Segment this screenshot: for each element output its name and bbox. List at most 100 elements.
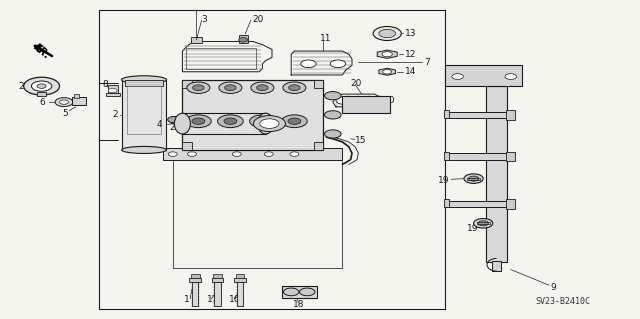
Circle shape: [382, 52, 392, 57]
Circle shape: [282, 115, 307, 128]
Circle shape: [232, 152, 241, 156]
Circle shape: [288, 118, 301, 124]
Circle shape: [452, 74, 463, 79]
Bar: [214, 282, 221, 306]
Bar: [444, 199, 449, 207]
Text: 3: 3: [202, 15, 207, 24]
Circle shape: [250, 115, 275, 128]
Circle shape: [324, 111, 341, 119]
Text: 9: 9: [550, 283, 556, 292]
Text: FR.: FR.: [31, 42, 52, 61]
Bar: [106, 93, 120, 96]
Circle shape: [168, 152, 177, 156]
Circle shape: [505, 74, 516, 79]
Bar: [213, 274, 222, 278]
Bar: [37, 92, 46, 96]
Bar: [445, 112, 509, 118]
Text: 8: 8: [102, 80, 108, 89]
Bar: [486, 86, 507, 262]
Bar: [237, 282, 243, 306]
Bar: [445, 153, 509, 160]
Circle shape: [257, 85, 268, 91]
Circle shape: [300, 288, 315, 296]
Ellipse shape: [122, 146, 166, 153]
Bar: [212, 278, 223, 282]
Bar: [342, 96, 390, 113]
Circle shape: [324, 130, 341, 138]
Bar: [467, 178, 480, 180]
Bar: [506, 110, 515, 120]
Bar: [163, 148, 342, 160]
Bar: [74, 94, 79, 98]
Circle shape: [251, 82, 274, 93]
Circle shape: [290, 152, 299, 156]
Bar: [182, 80, 192, 88]
Text: 23: 23: [229, 124, 241, 133]
Bar: [191, 274, 200, 278]
Bar: [282, 286, 317, 298]
Circle shape: [373, 26, 401, 41]
Circle shape: [60, 100, 68, 104]
Circle shape: [37, 84, 46, 88]
Circle shape: [464, 174, 483, 183]
Polygon shape: [377, 50, 397, 58]
Bar: [186, 48, 256, 69]
Circle shape: [468, 176, 479, 181]
Bar: [234, 278, 246, 282]
Text: 21: 21: [18, 82, 29, 91]
Text: 2: 2: [112, 110, 118, 119]
Text: 5: 5: [62, 109, 68, 118]
Circle shape: [256, 118, 269, 124]
Ellipse shape: [257, 113, 274, 134]
Bar: [506, 199, 515, 209]
Bar: [189, 278, 201, 282]
Text: 13: 13: [404, 29, 416, 38]
Text: 6: 6: [40, 98, 45, 107]
Circle shape: [367, 97, 380, 104]
Circle shape: [474, 219, 493, 228]
Circle shape: [260, 119, 279, 129]
Circle shape: [383, 70, 392, 74]
Circle shape: [108, 88, 117, 93]
Bar: [125, 80, 163, 86]
Text: 20: 20: [253, 15, 264, 24]
Circle shape: [284, 288, 299, 296]
Ellipse shape: [122, 76, 166, 84]
Bar: [108, 85, 118, 93]
Bar: [492, 261, 501, 271]
Bar: [191, 37, 202, 43]
Circle shape: [224, 118, 237, 124]
Bar: [314, 142, 323, 150]
Circle shape: [188, 152, 196, 156]
Text: 19: 19: [438, 176, 450, 185]
Bar: [236, 274, 244, 278]
Text: 17: 17: [207, 295, 218, 304]
Circle shape: [336, 97, 351, 104]
Text: 15: 15: [355, 136, 367, 145]
Ellipse shape: [174, 113, 191, 134]
Bar: [239, 35, 248, 43]
Bar: [314, 80, 323, 88]
Text: 1: 1: [184, 295, 189, 304]
Bar: [72, 97, 86, 105]
Text: 7: 7: [424, 58, 430, 67]
Bar: [445, 65, 522, 86]
Circle shape: [330, 60, 346, 68]
Bar: [127, 86, 161, 134]
Circle shape: [187, 82, 210, 93]
Bar: [506, 152, 515, 161]
Text: 11: 11: [320, 34, 332, 43]
Circle shape: [379, 29, 396, 38]
Bar: [122, 80, 166, 150]
Circle shape: [225, 85, 236, 91]
Circle shape: [55, 98, 73, 107]
Circle shape: [239, 38, 248, 42]
Text: 19: 19: [467, 224, 479, 233]
Text: 14: 14: [404, 67, 416, 76]
Text: 22: 22: [170, 123, 181, 132]
Bar: [444, 110, 449, 118]
Text: 18: 18: [292, 300, 304, 309]
Text: 4: 4: [157, 120, 163, 129]
Polygon shape: [379, 68, 396, 75]
Circle shape: [289, 85, 300, 91]
